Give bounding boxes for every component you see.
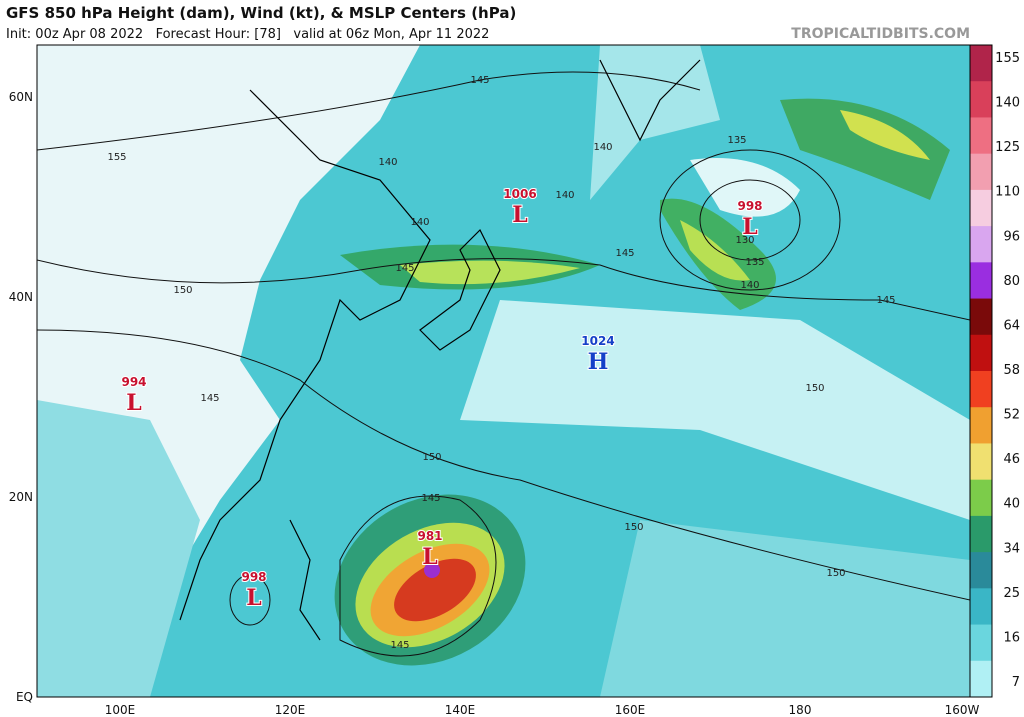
pressure-letter: L	[512, 202, 527, 228]
jet	[840, 110, 930, 160]
colorbar-label: 40	[1003, 497, 1020, 512]
colorbar-swatch	[970, 153, 992, 191]
colorbar-label: 34	[1003, 541, 1020, 556]
colorbar-label: 58	[1003, 363, 1020, 378]
land-mid	[37, 400, 200, 697]
colorbar-swatch	[970, 443, 992, 481]
coastlines	[179, 59, 701, 641]
lon-label: 160W	[945, 703, 980, 717]
colorbar-swatch	[970, 371, 992, 408]
colorbar-swatch	[970, 515, 992, 553]
colorbar-swatch	[970, 479, 992, 517]
contour-label: 145	[421, 493, 440, 504]
pressure-value: 1024	[581, 334, 614, 348]
colorbar-label: 16	[1003, 630, 1020, 645]
contour-label: 135	[727, 135, 746, 146]
lon-label: 160E	[615, 703, 646, 717]
contour-label: 145	[200, 393, 219, 404]
contour-label: 150	[624, 522, 643, 533]
contour-label: 150	[422, 452, 441, 463]
colorbar-swatch	[970, 624, 992, 662]
contour-label: 140	[740, 280, 759, 291]
pressure-letter: L	[742, 214, 757, 240]
pressure-value: 998	[241, 570, 266, 584]
colorbar-swatch	[970, 588, 992, 626]
colorbar-swatch	[970, 45, 992, 82]
light-area	[690, 158, 800, 217]
colorbar-label: 7	[1012, 675, 1020, 690]
pressure-letter: H	[588, 349, 609, 375]
contours	[37, 71, 970, 657]
lat-label: EQ	[16, 690, 33, 704]
colorbar-swatch	[970, 407, 992, 444]
light-area	[590, 45, 720, 200]
colorbar-label: 140	[995, 96, 1020, 111]
credit: TROPICALTIDBITS.COM	[791, 26, 970, 42]
jet	[780, 98, 950, 200]
lat-label: 20N	[9, 490, 33, 504]
jet	[400, 260, 580, 285]
contour-label: 145	[876, 295, 895, 306]
contour-label: 145	[470, 75, 489, 86]
pressure-letter: L	[422, 544, 437, 570]
pressure-letter: L	[246, 585, 261, 611]
colorbar-label: 52	[1003, 408, 1020, 423]
lon-label: 180	[789, 703, 812, 717]
contour-label: 150	[173, 285, 192, 296]
colorbar-label: 155	[995, 51, 1020, 66]
typhoon-band	[394, 558, 476, 622]
lon-label: 140E	[445, 703, 476, 717]
colorbar-swatch	[970, 81, 992, 118]
contour-label: 140	[555, 190, 574, 201]
pressure-value: 994	[121, 375, 146, 389]
pressure-value: 998	[737, 199, 762, 213]
pressure-value: 1006	[503, 187, 536, 201]
contour-label: 140	[378, 157, 397, 168]
lon-label: 100E	[105, 703, 136, 717]
colorbar-swatch	[970, 262, 992, 300]
colorbar-swatch	[970, 334, 992, 372]
colorbar-label: 46	[1003, 452, 1020, 467]
lat-label: 40N	[9, 290, 33, 304]
colorbar-label: 64	[1003, 318, 1020, 333]
contour-label: 145	[395, 263, 414, 274]
colorbar-swatch	[970, 298, 992, 336]
pressure-value: 981	[417, 529, 442, 543]
typhoon-eye	[424, 562, 440, 578]
light-area	[460, 300, 970, 520]
pressure-letter: L	[126, 390, 141, 416]
contour-label: 155	[107, 152, 126, 163]
jet	[680, 220, 750, 281]
colorbar-swatch	[970, 552, 992, 589]
colorbar-label: 96	[1003, 229, 1020, 244]
contour-label: 145	[615, 248, 634, 259]
colorbar-swatch	[970, 189, 992, 227]
subtitle: Init: 00z Apr 08 2022 Forecast Hour: [78…	[6, 27, 489, 42]
colorbar-label: 110	[995, 185, 1020, 200]
lat-label: 60N	[9, 90, 33, 104]
colorbar-label: 25	[1003, 586, 1020, 601]
contour-label: 150	[826, 568, 845, 579]
colorbar-swatch	[970, 117, 992, 155]
contour-label: 145	[390, 640, 409, 651]
lon-label: 120E	[275, 703, 306, 717]
colorbar-swatch	[970, 660, 992, 698]
contour-label: 130	[735, 235, 754, 246]
contour-label: 150	[805, 383, 824, 394]
colorbar-frame	[969, 44, 993, 698]
colorbar-swatch	[970, 226, 992, 263]
colorbar-label: 125	[995, 140, 1020, 155]
title: GFS 850 hPa Height (dam), Wind (kt), & M…	[6, 4, 516, 22]
light-area	[600, 520, 970, 697]
contour-label: 140	[410, 217, 429, 228]
contour-label: 140	[593, 142, 612, 153]
contour-label: 135	[745, 257, 764, 268]
colorbar-label: 80	[1003, 274, 1020, 289]
